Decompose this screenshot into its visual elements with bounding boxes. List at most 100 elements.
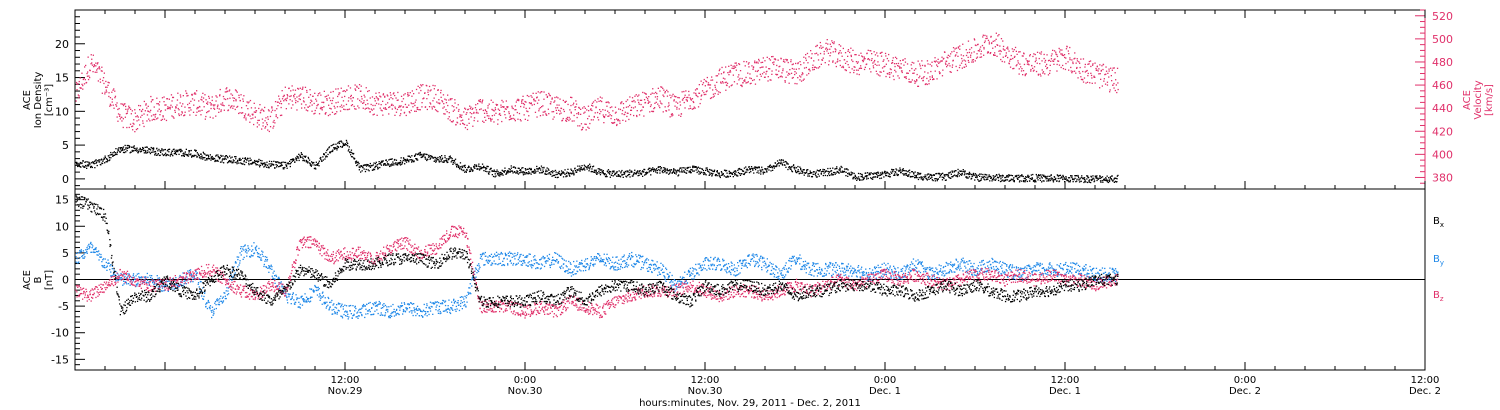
velocity-series-point <box>432 84 434 87</box>
density-series-point <box>652 167 654 169</box>
density-series-point <box>154 153 156 155</box>
density-series-point <box>533 171 535 173</box>
density-series-point <box>955 175 957 177</box>
density-series-point <box>108 157 110 159</box>
density-series-point <box>999 180 1002 183</box>
velocity-series-point <box>572 104 574 106</box>
velocity-series-point <box>887 60 890 62</box>
density-series-point <box>707 170 709 172</box>
velocity-series-point <box>149 120 151 122</box>
velocity-series-point <box>121 103 124 105</box>
density-series-point <box>163 154 165 156</box>
velocity-series-point <box>472 107 474 110</box>
density-series-point <box>869 173 871 176</box>
velocity-series-point <box>565 100 567 102</box>
density-series-point <box>809 170 811 172</box>
density-series-point <box>653 169 655 171</box>
velocity-series-point <box>785 58 787 61</box>
velocity-series-point <box>100 70 102 72</box>
density-series-point <box>453 160 456 162</box>
velocity-series-point <box>234 108 236 111</box>
density-series-point <box>751 167 754 170</box>
density-series-point <box>970 173 973 176</box>
velocity-series-point <box>1025 58 1027 60</box>
density-series-point <box>520 169 522 171</box>
velocity-series-point <box>1040 53 1042 55</box>
density-series-point <box>711 169 713 172</box>
density-series-point <box>1005 176 1007 179</box>
velocity-series-point <box>722 77 725 79</box>
velocity-series-point <box>491 115 493 117</box>
legend-Bx: Bx <box>1433 216 1444 229</box>
density-series-point <box>810 176 813 178</box>
by-series-point <box>75 256 77 258</box>
density-series-point <box>117 150 119 152</box>
density-series-point <box>421 156 423 158</box>
velocity-series-point <box>315 100 318 102</box>
density-series-point <box>168 151 170 153</box>
density-series-point <box>302 157 304 160</box>
density-series-point <box>884 170 886 172</box>
density-series-point <box>347 150 349 152</box>
density-series-point <box>192 154 194 157</box>
velocity-series-point <box>1065 57 1067 59</box>
velocity-series-point <box>528 115 530 117</box>
velocity-series-point <box>901 71 903 74</box>
velocity-series-point <box>179 94 182 96</box>
velocity-series-point <box>511 105 513 107</box>
density-series-point <box>948 176 950 179</box>
velocity-series-point <box>834 51 837 53</box>
density-series-point <box>607 169 610 171</box>
density-series-point <box>447 161 449 163</box>
velocity-series-point <box>191 93 193 96</box>
velocity-series-point <box>740 84 742 86</box>
velocity-series-point <box>682 99 684 101</box>
velocity-series-point <box>268 130 270 133</box>
velocity-series-point <box>329 107 331 109</box>
velocity-series-point <box>594 112 596 114</box>
density-series-point <box>374 165 377 168</box>
density-series-point <box>132 146 134 148</box>
density-series-point <box>926 179 928 181</box>
density-series-point <box>211 155 213 158</box>
density-series-point <box>1073 178 1075 180</box>
density-series-point <box>696 168 699 170</box>
velocity-series-point <box>134 109 136 111</box>
velocity-series-point <box>765 66 767 68</box>
velocity-series-point <box>491 118 493 120</box>
velocity-series-point <box>508 112 510 115</box>
density-series-point <box>499 173 501 175</box>
velocity-series-point <box>872 62 874 64</box>
velocity-series-point <box>159 101 161 103</box>
velocity-series-point <box>464 107 466 109</box>
density-series-point <box>883 171 885 174</box>
density-series-point <box>266 161 268 163</box>
velocity-series-point <box>888 53 890 56</box>
velocity-series-point <box>399 114 401 117</box>
velocity-series-point <box>1047 60 1050 62</box>
density-series-point <box>952 175 955 177</box>
velocity-series-point <box>857 61 859 63</box>
velocity-series-point <box>391 108 393 110</box>
velocity-series-point <box>1067 50 1069 52</box>
velocity-series-point <box>442 94 445 96</box>
velocity-series-point <box>839 50 841 52</box>
velocity-series-point <box>786 71 788 73</box>
velocity-series <box>75 32 1119 133</box>
density-series-point <box>1041 177 1043 179</box>
velocity-series-point <box>255 111 257 113</box>
density-series-point <box>599 169 601 171</box>
velocity-series-point <box>808 68 811 70</box>
velocity-series-point <box>982 36 984 38</box>
velocity-series-point <box>984 34 986 37</box>
velocity-series-point <box>484 109 486 111</box>
density-series-point <box>884 171 887 173</box>
density-series-point <box>309 162 311 164</box>
velocity-series-point <box>656 92 658 95</box>
velocity-series-point <box>226 90 228 92</box>
density-series-point <box>512 172 514 174</box>
velocity-series-point <box>198 100 200 102</box>
velocity-series-point <box>767 80 769 82</box>
velocity-series-point <box>603 116 605 118</box>
density-series-point <box>1053 178 1055 181</box>
